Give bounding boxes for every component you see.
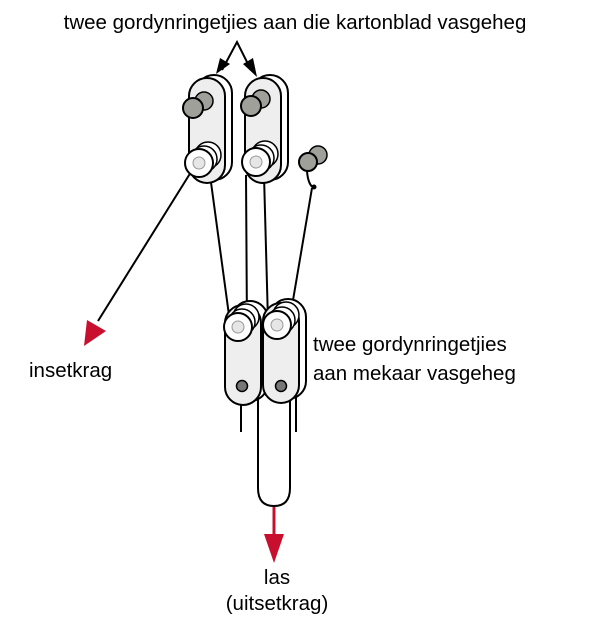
label-top: twee gordynringetjies aan die kartonblad… xyxy=(64,11,527,34)
output-force-arrowhead xyxy=(264,534,284,563)
label-load-line1: las xyxy=(264,566,290,589)
label-movable-rings-line1: twee gordynringetjies xyxy=(313,333,507,356)
output-force-arrow xyxy=(264,507,284,563)
label-input-force: insetkrag xyxy=(29,359,112,382)
input-force-arrowhead xyxy=(84,320,106,346)
callout-arrowhead-left xyxy=(216,58,230,74)
top-right-pulley xyxy=(240,74,289,184)
peg-bottom-right xyxy=(274,379,288,393)
bottom-left-pulley xyxy=(223,300,269,406)
peg-top-right xyxy=(240,95,262,117)
string-anchor-peg xyxy=(298,145,328,190)
peg-bottom-left xyxy=(235,379,249,393)
label-load-line2: (uitsetkrag) xyxy=(226,592,329,615)
input-force-arrow xyxy=(84,320,106,346)
bottom-right-pulley xyxy=(262,298,307,404)
callout-arrowhead-right xyxy=(243,58,257,77)
label-movable-rings-line2: aan mekaar vasgeheg xyxy=(313,362,516,385)
callout-arrows xyxy=(221,39,252,71)
peg-top-left xyxy=(182,97,204,119)
top-left-pulley xyxy=(182,74,233,184)
